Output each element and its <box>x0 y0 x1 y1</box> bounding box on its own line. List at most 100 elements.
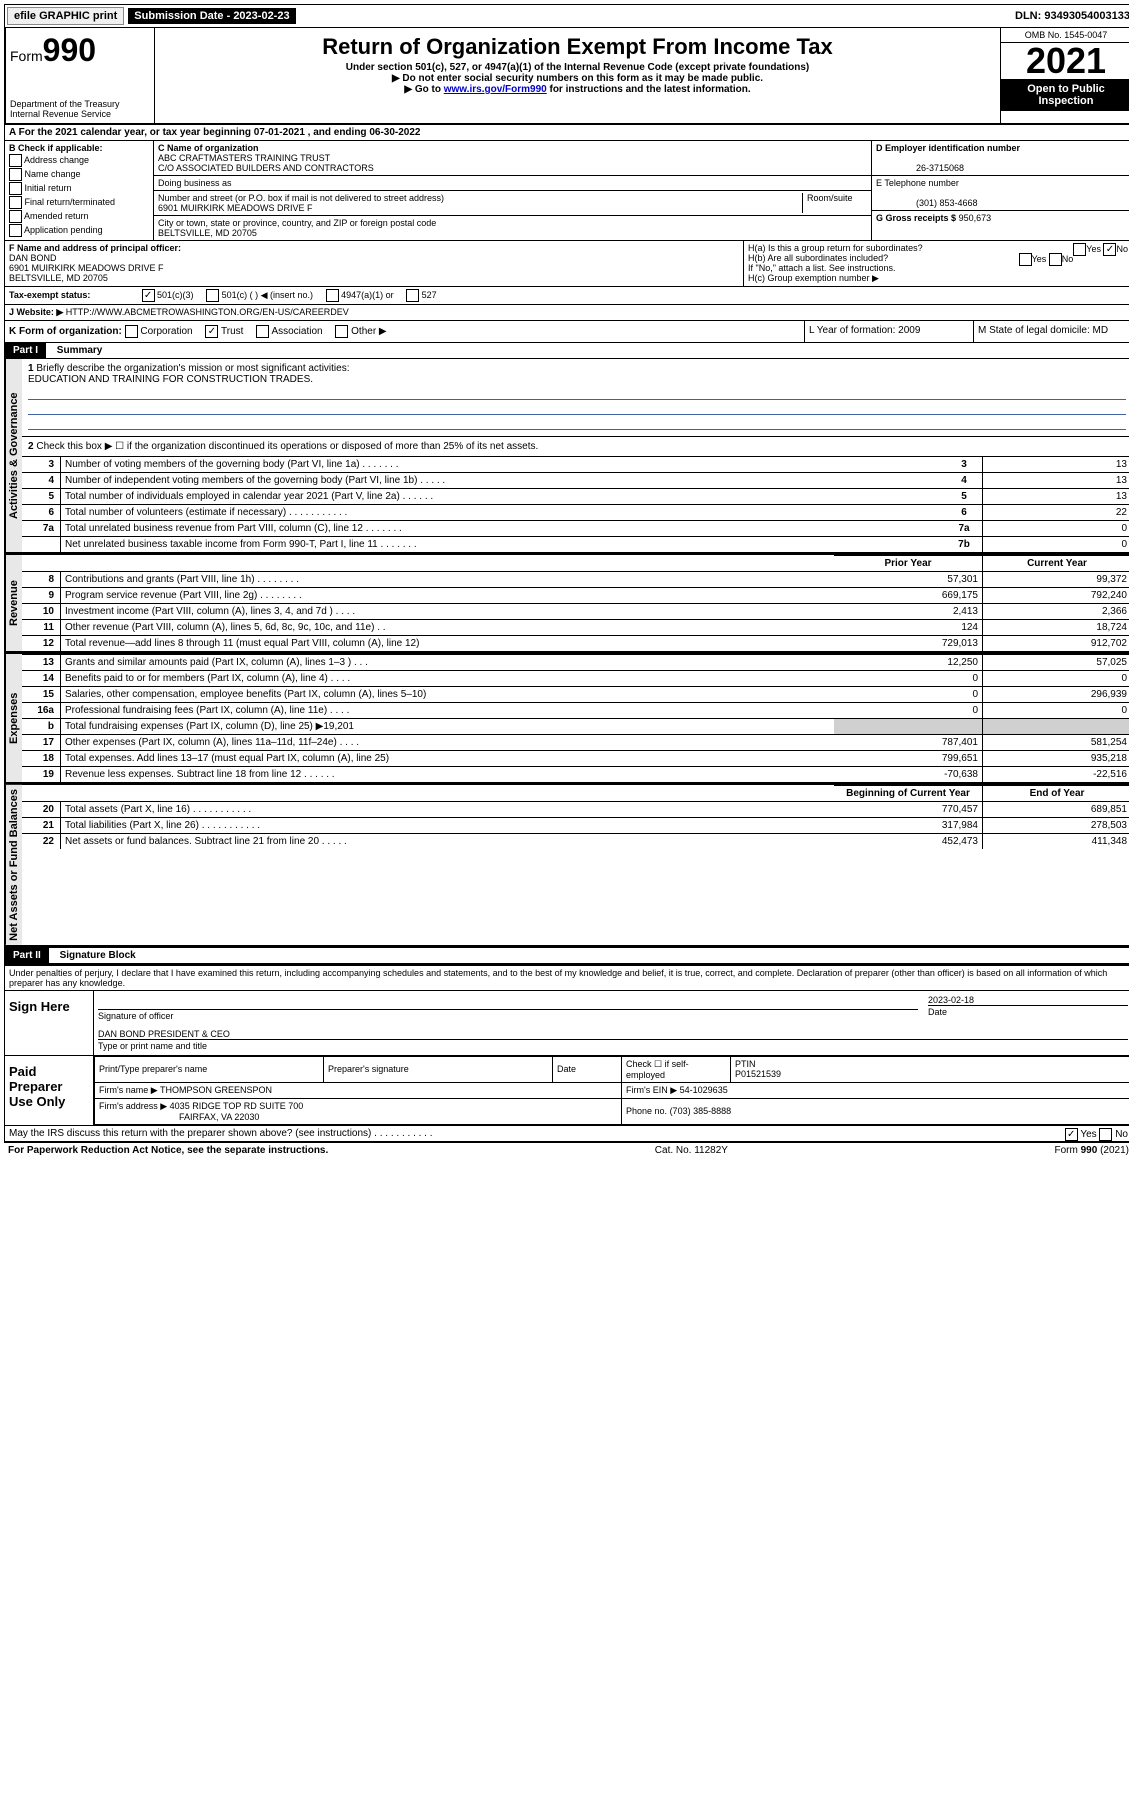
table-row: 17Other expenses (Part IX, column (A), l… <box>22 735 1129 751</box>
table-row: 5Total number of individuals employed in… <box>22 489 1129 505</box>
part1-revenue: Revenue Prior YearCurrent Year 8Contribu… <box>4 553 1129 652</box>
open-to-public: Open to Public Inspection <box>1001 79 1129 111</box>
row-j: J Website: ▶ HTTP://WWW.ABCMETROWASHINGT… <box>4 305 1129 321</box>
officer-addr2: BELTSVILLE, MD 20705 <box>9 273 108 283</box>
table-row: 15Salaries, other compensation, employee… <box>22 687 1129 703</box>
subtitle-3-pre: ▶ Go to <box>404 84 443 95</box>
part1-header: Part I Summary <box>4 343 1129 359</box>
table-row: 9Program service revenue (Part VIII, lin… <box>22 588 1129 604</box>
header-right: OMB No. 1545-0047 2021 Open to Public In… <box>1000 28 1129 123</box>
firm-phone-label: Phone no. <box>626 1106 667 1116</box>
pt-check-label: Check ☐ if self-employed <box>622 1056 731 1082</box>
efile-print-button[interactable]: efile GRAPHIC print <box>7 7 124 25</box>
tax-year: 2021 <box>1001 43 1129 79</box>
part1-governance: Activities & Governance 1 Briefly descri… <box>4 359 1129 553</box>
k-assoc-checkbox[interactable] <box>256 325 269 338</box>
col-h: H(a) Is this a group return for subordin… <box>744 241 1129 286</box>
irs-link[interactable]: www.irs.gov/Form990 <box>444 84 547 95</box>
row-a-tax-year: A For the 2021 calendar year, or tax yea… <box>4 125 1129 141</box>
gross-receipts: 950,673 <box>959 213 992 223</box>
sig-intro: Under penalties of perjury, I declare th… <box>5 966 1129 991</box>
paid-preparer-label: Paid Preparer Use Only <box>5 1056 94 1125</box>
addr-label: Number and street (or P.O. box if mail i… <box>158 193 444 203</box>
ha-no-checkbox[interactable]: ✓ <box>1103 243 1116 256</box>
hc-label: H(c) Group exemption number ▶ <box>748 273 1128 284</box>
b-opt-address[interactable]: Address change <box>9 154 149 167</box>
table-row: 3Number of voting members of the governi… <box>22 457 1129 473</box>
i-501c-checkbox[interactable] <box>206 289 219 302</box>
table-row: 4Number of independent voting members of… <box>22 473 1129 489</box>
table-row: 18Total expenses. Add lines 13–17 (must … <box>22 751 1129 767</box>
i-501c3-checkbox[interactable]: ✓ <box>142 289 155 302</box>
footer-left: For Paperwork Reduction Act Notice, see … <box>8 1145 328 1156</box>
firm-phone: (703) 385-8888 <box>670 1106 732 1116</box>
col-f: F Name and address of principal officer:… <box>5 241 744 286</box>
b-opt-amended[interactable]: Amended return <box>9 210 149 223</box>
dba-label: Doing business as <box>158 178 232 188</box>
table-row: 22Net assets or fund balances. Subtract … <box>22 834 1129 850</box>
org-co: C/O ASSOCIATED BUILDERS AND CONTRACTORS <box>158 163 374 173</box>
type-name-label: Type or print name and title <box>98 1039 1128 1051</box>
part1-expenses: Expenses 13Grants and similar amounts pa… <box>4 652 1129 783</box>
revenue-table: Prior YearCurrent Year 8Contributions an… <box>22 555 1129 651</box>
dept-treasury: Department of the Treasury <box>10 99 150 109</box>
form-number: 990 <box>43 32 96 68</box>
row-i: Tax-exempt status: ✓ 501(c)(3) 501(c) ( … <box>4 287 1129 305</box>
c-label: C Name of organization <box>158 143 259 153</box>
may-irs-no-checkbox[interactable] <box>1099 1128 1112 1141</box>
table-row: 12Total revenue—add lines 8 through 11 (… <box>22 636 1129 652</box>
b-opt-name[interactable]: Name change <box>9 168 149 181</box>
b-title: B Check if applicable: <box>9 143 149 153</box>
hb-no-checkbox[interactable] <box>1049 253 1062 266</box>
section-fh: F Name and address of principal officer:… <box>4 241 1129 287</box>
line2-text: Check this box ▶ ☐ if the organization d… <box>36 441 538 452</box>
b-opt-initial[interactable]: Initial return <box>9 182 149 195</box>
netassets-table: Beginning of Current YearEnd of Year 20T… <box>22 785 1129 849</box>
b-opt-pending[interactable]: Application pending <box>9 224 149 237</box>
sig-officer-label: Signature of officer <box>98 1009 918 1021</box>
firm-addr-label: Firm's address ▶ <box>99 1101 167 1111</box>
street-address: 6901 MUIRKIRK MEADOWS DRIVE F <box>158 203 313 213</box>
i-527-checkbox[interactable] <box>406 289 419 302</box>
sign-here-label: Sign Here <box>5 991 94 1055</box>
e-label: E Telephone number <box>876 178 959 188</box>
col-d: D Employer identification number 26-3715… <box>872 141 1129 240</box>
ptin-value: P01521539 <box>735 1069 781 1079</box>
k-other-checkbox[interactable] <box>335 325 348 338</box>
room-suite-label: Room/suite <box>803 193 867 213</box>
part2-title: Signature Block <box>52 950 136 961</box>
firm-ein: 54-1029635 <box>680 1085 728 1095</box>
pt-name-label: Print/Type preparer's name <box>95 1056 324 1082</box>
may-irs-yes-checkbox[interactable]: ✓ <box>1065 1128 1078 1141</box>
governance-table: 3Number of voting members of the governi… <box>22 456 1129 552</box>
table-row: 19Revenue less expenses. Subtract line 1… <box>22 767 1129 783</box>
table-row: 10Investment income (Part VIII, column (… <box>22 604 1129 620</box>
ha-yes-checkbox[interactable] <box>1073 243 1086 256</box>
f-label: F Name and address of principal officer: <box>9 243 181 253</box>
officer-name: DAN BOND <box>9 253 57 263</box>
line1-label: Briefly describe the organization's miss… <box>36 363 349 374</box>
k-trust-checkbox[interactable]: ✓ <box>205 325 218 338</box>
hdr-begin: Beginning of Current Year <box>834 786 983 802</box>
signature-block: Under penalties of perjury, I declare th… <box>4 964 1129 1142</box>
vtab-governance: Activities & Governance <box>5 359 22 552</box>
form-header: Form990 Department of the Treasury Inter… <box>4 28 1129 125</box>
form-title: Return of Organization Exempt From Incom… <box>159 34 996 60</box>
subtitle-1: Under section 501(c), 527, or 4947(a)(1)… <box>159 62 996 73</box>
ha-label: H(a) Is this a group return for subordin… <box>748 243 923 253</box>
subtitle-3-post: for instructions and the latest informat… <box>547 84 751 95</box>
k-corp-checkbox[interactable] <box>125 325 138 338</box>
b-opt-final[interactable]: Final return/terminated <box>9 196 149 209</box>
l-year-formation: L Year of formation: 2009 <box>805 321 974 342</box>
hb-yes-checkbox[interactable] <box>1019 253 1032 266</box>
d-label: D Employer identification number <box>876 143 1020 153</box>
firm-addr2: FAIRFAX, VA 22030 <box>99 1112 259 1122</box>
section-klm: K Form of organization: Corporation ✓ Tr… <box>4 321 1129 343</box>
mission-text: EDUCATION AND TRAINING FOR CONSTRUCTION … <box>28 374 313 385</box>
hb-label: H(b) Are all subordinates included? <box>748 253 888 263</box>
table-row: Net unrelated business taxable income fr… <box>22 537 1129 553</box>
part1-label: Part I <box>5 343 46 358</box>
i-4947-checkbox[interactable] <box>326 289 339 302</box>
expenses-table: 13Grants and similar amounts paid (Part … <box>22 654 1129 782</box>
pt-date-label: Date <box>553 1056 622 1082</box>
